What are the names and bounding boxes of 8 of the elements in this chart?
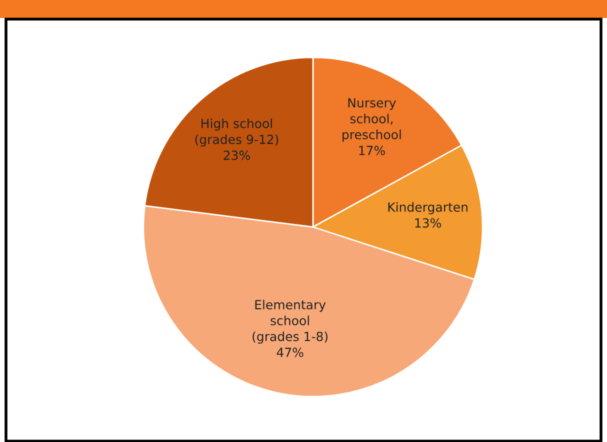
data-label: 23%	[224, 150, 250, 160]
data-label: 47%	[276, 348, 304, 358]
slice-label: High school (grades 9-12)	[195, 118, 278, 147]
data-label: 13%	[415, 218, 442, 228]
slice-label: Kindergarten	[388, 202, 468, 214]
slice-label: Elementary school (grades 1-8)	[252, 300, 328, 344]
data-label: 17%	[359, 146, 385, 156]
slice-label: Nursery school, preschool	[342, 98, 401, 142]
